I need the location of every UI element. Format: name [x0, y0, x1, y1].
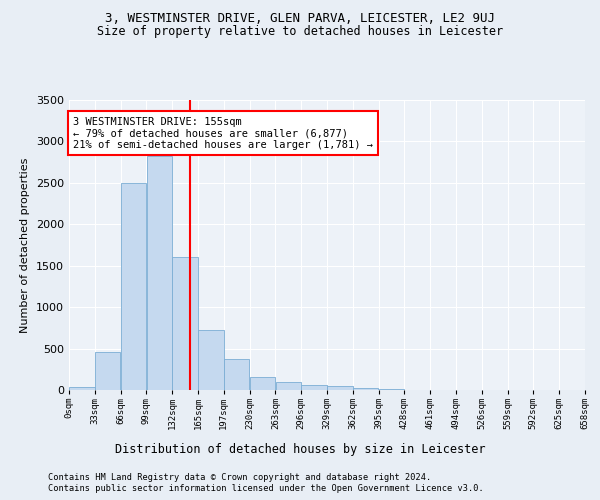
Text: Size of property relative to detached houses in Leicester: Size of property relative to detached ho…	[97, 25, 503, 38]
Text: Contains HM Land Registry data © Crown copyright and database right 2024.: Contains HM Land Registry data © Crown c…	[48, 472, 431, 482]
Bar	[301, 384, 327, 390]
Bar	[327, 386, 353, 390]
Bar	[198, 330, 224, 390]
Bar	[146, 156, 172, 390]
Bar	[224, 358, 250, 390]
Text: Distribution of detached houses by size in Leicester: Distribution of detached houses by size …	[115, 442, 485, 456]
Bar	[353, 388, 379, 390]
Bar	[275, 382, 301, 390]
Text: 3 WESTMINSTER DRIVE: 155sqm
← 79% of detached houses are smaller (6,877)
21% of : 3 WESTMINSTER DRIVE: 155sqm ← 79% of det…	[73, 116, 373, 150]
Bar	[95, 352, 121, 390]
Text: Contains public sector information licensed under the Open Government Licence v3: Contains public sector information licen…	[48, 484, 484, 493]
Bar	[121, 183, 146, 390]
Bar	[250, 377, 275, 390]
Bar	[172, 258, 198, 390]
Y-axis label: Number of detached properties: Number of detached properties	[20, 158, 31, 332]
Bar	[379, 389, 404, 390]
Bar	[69, 386, 95, 390]
Text: 3, WESTMINSTER DRIVE, GLEN PARVA, LEICESTER, LE2 9UJ: 3, WESTMINSTER DRIVE, GLEN PARVA, LEICES…	[105, 12, 495, 26]
